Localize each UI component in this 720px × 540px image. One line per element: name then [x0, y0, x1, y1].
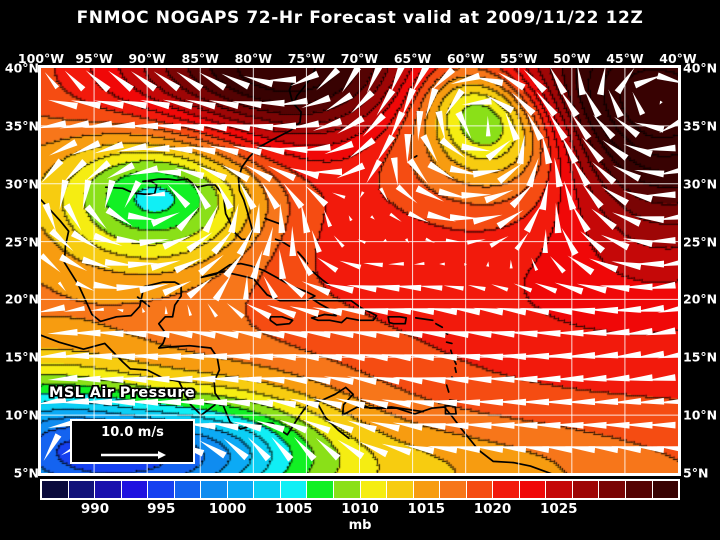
colorbar-cell: [519, 481, 547, 498]
colorbar-tick-label: 1020: [473, 501, 512, 517]
colorbar-cell: [42, 481, 69, 498]
colorbar-cell: [652, 481, 679, 498]
lon-tick-label: 55°W: [500, 51, 538, 66]
lon-tick-label: 65°W: [393, 51, 432, 66]
colorbar-tick-label: 1025: [539, 501, 578, 517]
lat-tick-label-left: 35°N: [4, 118, 39, 134]
colorbar-cell: [121, 481, 149, 498]
colorbar-tick-label: 1015: [407, 501, 446, 517]
lon-tick-label: 40°W: [659, 51, 697, 66]
field-label: MSL Air Pressure: [49, 385, 196, 401]
lat-tick-label-right: 10°N: [683, 407, 718, 423]
colorbar-cell: [360, 481, 388, 498]
colorbar-cell: [201, 481, 228, 498]
map-plot-area: [41, 68, 678, 473]
wind-scale-arrow-icon: [101, 451, 166, 459]
lon-tick-label: 100°W: [17, 51, 65, 66]
lon-tick-label: 60°W: [446, 51, 485, 66]
colorbar-cell: [440, 481, 467, 498]
lon-tick-label: 90°W: [128, 51, 166, 66]
colorbar-cell: [307, 481, 335, 498]
lat-tick-label-right: 15°N: [683, 349, 718, 365]
colorbar-cell: [599, 481, 627, 498]
colorbar-cell: [148, 481, 175, 498]
lat-tick-label-right: 25°N: [683, 234, 718, 250]
colorbar-cell: [413, 481, 441, 498]
colorbar-cell: [626, 481, 653, 498]
lat-tick-label-left: 5°N: [13, 465, 39, 481]
colorbar-tick-label: 990: [80, 501, 110, 517]
colorbar-cell: [174, 481, 202, 498]
colorbar-cell: [466, 481, 494, 498]
lon-tick-label: 75°W: [287, 51, 326, 66]
colorbar-tick-label: 1005: [274, 501, 313, 517]
colorbar-cell: [493, 481, 520, 498]
wind-scale-value: 10.0 m/s: [101, 425, 164, 440]
colorbar-tick-label: 1000: [208, 501, 247, 517]
colorbar: [40, 479, 680, 500]
lat-tick-label-left: 20°N: [4, 291, 39, 307]
colorbar-cell: [95, 481, 122, 498]
colorbar-cell: [227, 481, 255, 498]
lon-tick-label: 70°W: [340, 51, 379, 66]
colorbar-tick-label: 995: [147, 501, 176, 517]
colorbar-unit-label: mb: [348, 518, 372, 533]
lat-tick-label-right: 5°N: [683, 465, 709, 481]
lat-tick-label-right: 30°N: [683, 176, 718, 192]
wind-scale-key: 10.0 m/s: [70, 419, 195, 464]
colorbar-cell: [280, 481, 308, 498]
lat-tick-label-left: 30°N: [4, 176, 39, 192]
colorbar-cell: [68, 481, 96, 498]
lat-tick-label-right: 20°N: [683, 291, 718, 307]
colorbar-cell: [254, 481, 281, 498]
lat-tick-label-left: 15°N: [4, 349, 39, 365]
colorbar-cell: [334, 481, 361, 498]
colorbar-cell: [572, 481, 600, 498]
lon-tick-label: 45°W: [606, 51, 644, 66]
page-title: FNMOC NOGAPS 72-Hr Forecast valid at 200…: [76, 8, 644, 28]
lon-tick-label: 50°W: [553, 51, 591, 66]
coastline-wind-overlay: [41, 68, 678, 473]
colorbar-cell: [387, 481, 414, 498]
lat-tick-label-left: 40°N: [4, 60, 39, 76]
lon-tick-label: 80°W: [234, 51, 273, 66]
lat-tick-label-left: 10°N: [4, 407, 39, 423]
colorbar-tick-label: 1010: [341, 501, 379, 517]
lon-tick-label: 95°W: [75, 51, 113, 66]
lat-tick-label-right: 40°N: [683, 60, 718, 76]
colorbar-cell: [546, 481, 573, 498]
lon-tick-label: 85°W: [181, 51, 219, 66]
lat-tick-label-left: 25°N: [4, 234, 39, 250]
lat-tick-label-right: 35°N: [683, 118, 718, 134]
